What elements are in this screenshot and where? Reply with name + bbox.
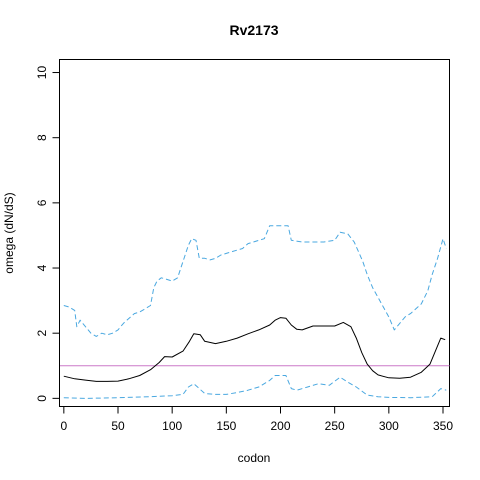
- y-tick-label: 4: [35, 264, 49, 271]
- x-tick-label: 100: [162, 419, 182, 433]
- x-axis-label: codon: [238, 451, 271, 465]
- chart-title: Rv2173: [229, 22, 278, 38]
- y-tick-label: 0: [35, 395, 49, 402]
- x-axis: 0 50 100 150 200 250 300 350: [60, 406, 453, 433]
- series-group: [63, 225, 447, 399]
- y-axis: 0 2 4 6 8 10: [35, 66, 60, 402]
- y-tick-label: 8: [35, 134, 49, 141]
- plot-area-frame: [59, 59, 450, 407]
- y-axis-label: omega (dN/dS): [2, 192, 16, 273]
- y-tick-label: 2: [35, 330, 49, 337]
- y-tick-label: 10: [35, 66, 49, 80]
- x-tick-label: 350: [433, 419, 453, 433]
- series-line-estimate: [63, 317, 446, 382]
- x-tick-label: 200: [270, 419, 290, 433]
- series-line-lower: [63, 375, 447, 399]
- x-tick-label: 300: [379, 419, 399, 433]
- x-tick-label: 150: [216, 419, 236, 433]
- series-line-upper: [63, 225, 447, 337]
- x-tick-label: 0: [60, 419, 67, 433]
- x-tick-label: 250: [325, 419, 345, 433]
- x-tick-label: 50: [111, 419, 125, 433]
- y-tick-label: 6: [35, 199, 49, 206]
